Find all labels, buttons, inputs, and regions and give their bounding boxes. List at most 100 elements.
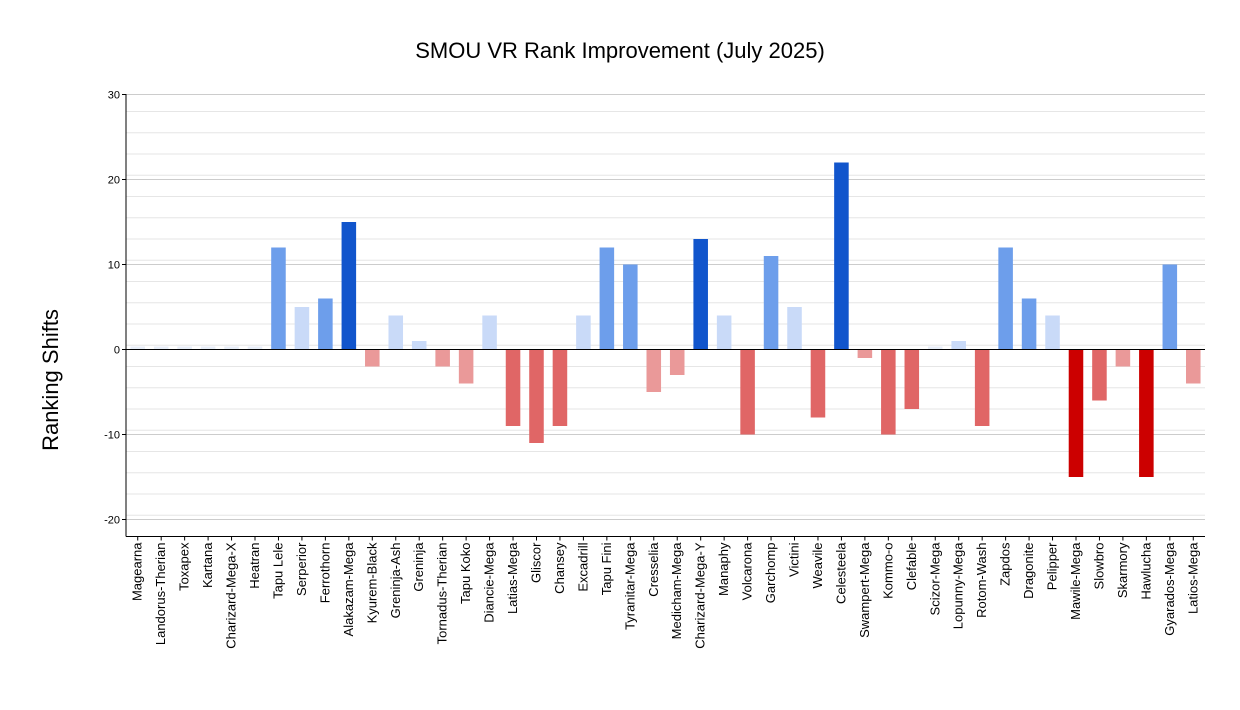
- x-tick-label: Tapu Lele: [270, 543, 285, 599]
- x-tick-label: Swampert-Mega: [857, 542, 872, 638]
- x-tick-label: Weavile: [810, 543, 825, 589]
- x-tick-label: Landorus-Therian: [153, 543, 168, 646]
- bar-excadrill: [576, 315, 591, 350]
- bar-medicham-mega: [669, 349, 685, 375]
- x-tick-label: Tapu Koko: [458, 543, 473, 604]
- x-tick-label: Victini: [787, 542, 802, 577]
- bar-tapu-koko: [458, 349, 474, 384]
- bar-charizard-mega-x: [224, 346, 239, 350]
- bar-weavile: [810, 349, 826, 418]
- x-tick-label: Greninja-Ash: [388, 543, 403, 619]
- x-tick-label: Kommo-o: [880, 543, 895, 599]
- x-axis-ticks: Magearna Landorus-Therian Toxapex Kartana Ch…: [130, 536, 1200, 649]
- bar-tyranitar-mega: [623, 264, 638, 350]
- x-tick-label: Mawile-Mega: [1068, 542, 1083, 620]
- x-tick-label: Cresselia: [646, 542, 661, 597]
- y-axis-label: Ranking Shifts: [38, 309, 63, 451]
- x-tick-label: Kartana: [200, 542, 215, 588]
- x-tick-label: Clefable: [904, 543, 919, 591]
- x-tick-label: Diancie-Mega: [482, 542, 497, 623]
- bar-alakazam-mega: [341, 222, 357, 350]
- bar-mawile-mega: [1068, 349, 1084, 477]
- x-tick-label: Celesteela: [833, 542, 848, 604]
- bar-manaphy: [716, 315, 732, 350]
- bar-tapu-fini: [599, 247, 615, 350]
- x-tick-label: Medicham-Mega: [669, 542, 684, 640]
- bar-zapdos: [998, 247, 1013, 350]
- axes: [125, 94, 1205, 537]
- x-tick-label: Rotom-Wash: [974, 543, 989, 618]
- x-tick-label: Greninja: [411, 542, 426, 592]
- x-tick-label: Dragonite: [1021, 543, 1036, 599]
- x-tick-label: Scizor-Mega: [927, 542, 942, 616]
- bar-ferrothorn: [318, 298, 333, 350]
- bar-skarmory: [1115, 349, 1131, 367]
- bar-volcarona: [740, 349, 755, 435]
- bar-greninja: [411, 341, 427, 350]
- bar-diancie-mega: [482, 315, 497, 350]
- bar-latios-mega: [1186, 349, 1201, 384]
- x-tick-label: Manaphy: [716, 542, 731, 596]
- x-tick-label: Magearna: [130, 542, 145, 601]
- bar-slowbro: [1092, 349, 1107, 401]
- x-tick-label: Tyranitar-Mega: [622, 542, 637, 630]
- bar-heatran: [247, 346, 263, 350]
- bar-cresselia: [646, 349, 662, 392]
- x-tick-label: Gyarados-Mega: [1162, 542, 1177, 636]
- x-tick-label: Excadrill: [575, 542, 590, 591]
- bar-magearna: [130, 346, 145, 350]
- bar-landorus-therian: [153, 346, 169, 350]
- x-tick-label: Slowbro: [1091, 543, 1106, 590]
- bar-kommo-o: [881, 349, 896, 435]
- x-tick-label: Garchomp: [763, 543, 778, 604]
- x-tick-label: Serperior: [294, 542, 309, 596]
- x-tick-label: Kyurem-Black: [364, 542, 379, 623]
- y-tick-label: 20: [108, 175, 120, 187]
- x-tick-label: Skarmory: [1115, 542, 1130, 598]
- bar-gliscor: [529, 349, 544, 443]
- bar-clefable: [904, 349, 920, 409]
- grid-lines: [126, 94, 1205, 537]
- y-tick-label: 30: [108, 90, 120, 102]
- bar-kyurem-black: [365, 349, 380, 367]
- bar-chansey: [552, 349, 568, 426]
- y-axis-ticks: -20 -10 0 10 20 30: [104, 90, 126, 527]
- x-tick-label: Pelipper: [1045, 542, 1060, 590]
- bar-tapu-lele: [271, 247, 286, 350]
- x-tick-label: Latias-Mega: [505, 542, 520, 614]
- bar-greninja-ash: [388, 315, 404, 350]
- x-tick-label: Lopunny-Mega: [951, 542, 966, 629]
- bar-gyarados-mega: [1162, 264, 1178, 350]
- bar-celesteela: [834, 162, 849, 350]
- x-tick-label: Heatran: [247, 543, 262, 589]
- bar-victini: [787, 307, 802, 350]
- x-tick-label: Zapdos: [998, 542, 1013, 586]
- y-tick-label: 0: [114, 345, 120, 357]
- x-tick-label: Hawlucha: [1138, 542, 1153, 600]
- x-tick-label: Tornadus-Therian: [435, 543, 450, 645]
- bar-hawlucha: [1139, 349, 1154, 477]
- x-tick-label: Gliscor: [528, 542, 543, 583]
- bar-latias-mega: [505, 349, 521, 426]
- bar-swampert-mega: [857, 349, 873, 358]
- x-tick-label: Chansey: [552, 542, 567, 594]
- bar-garchomp: [763, 256, 779, 350]
- x-tick-label: Tapu Fini: [599, 542, 614, 595]
- bar-kartana: [200, 346, 216, 350]
- bar-scizor-mega: [927, 346, 943, 350]
- y-tick-label: 10: [108, 260, 120, 272]
- y-tick-label: -20: [104, 515, 120, 527]
- x-tick-label: Alakazam-Mega: [341, 542, 356, 637]
- y-tick-label: -10: [104, 430, 120, 442]
- bar-rotom-wash: [974, 349, 990, 426]
- x-tick-label: Charizard-Mega-X: [224, 542, 239, 649]
- bar-pelipper: [1045, 315, 1060, 350]
- bar-tornadus-therian: [435, 349, 450, 367]
- chart-title: SMOU VR Rank Improvement (July 2025): [415, 38, 825, 63]
- bar-toxapex: [177, 346, 192, 350]
- bar-dragonite: [1021, 298, 1037, 350]
- x-tick-label: Volcarona: [740, 542, 755, 601]
- bar-lopunny-mega: [951, 341, 966, 350]
- x-tick-label: Toxapex: [177, 542, 192, 591]
